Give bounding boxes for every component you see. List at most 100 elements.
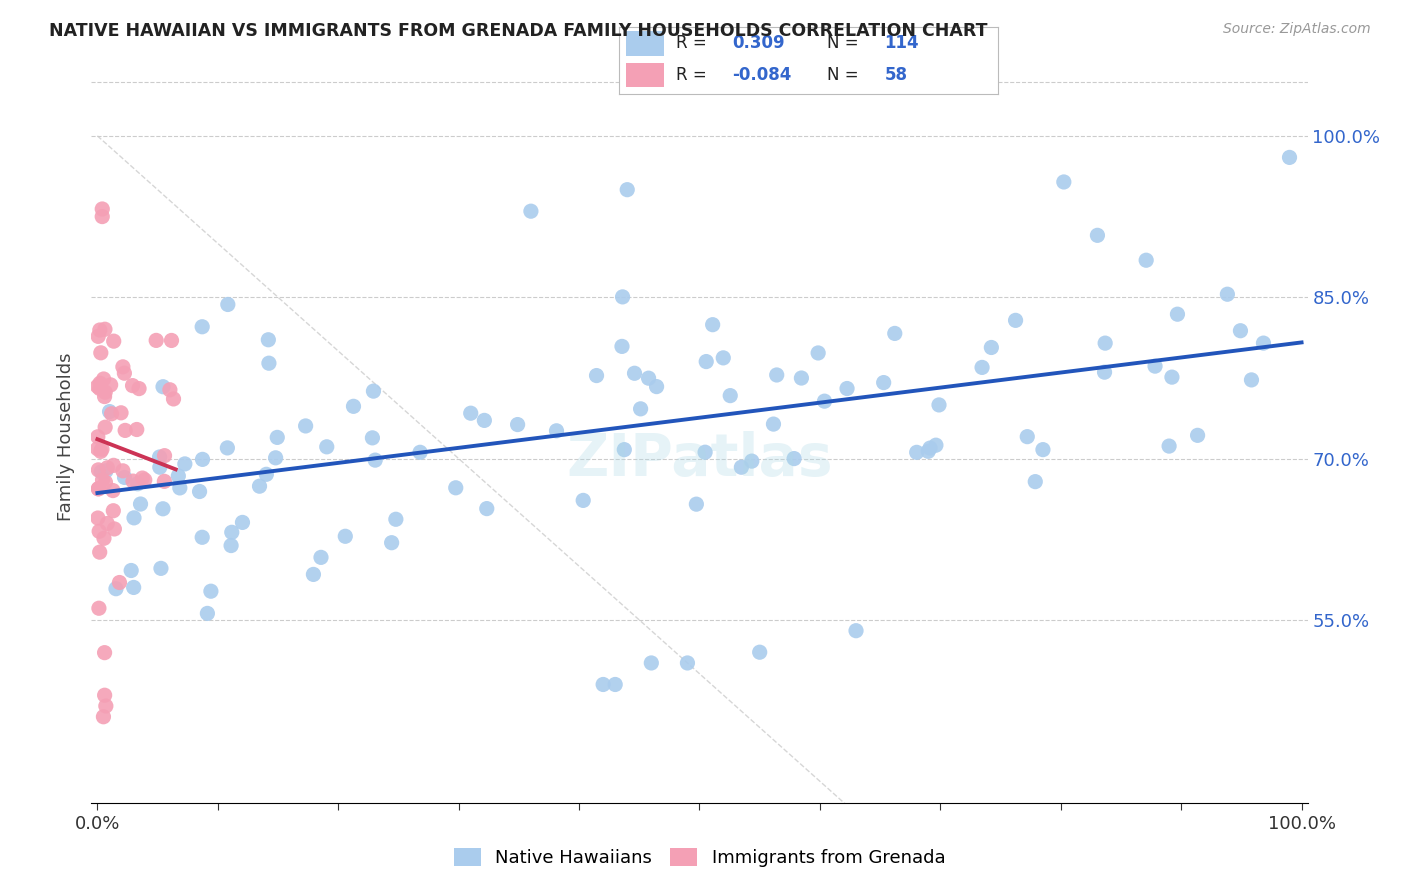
Point [221,525,243,540]
Point [475,501,498,516]
Point [162,392,184,406]
Text: -0.084: -0.084 [733,66,792,84]
Point [613,442,636,457]
Point [217,297,239,311]
Point [309,550,332,565]
Bar [626,31,664,55]
Point [103,458,125,473]
Point [807,346,830,360]
Point [200,584,222,599]
Text: N =: N = [827,66,859,84]
Point [87,463,110,477]
Point [645,379,668,393]
Point [835,382,858,396]
Point [197,607,219,621]
Point [169,481,191,495]
Point [1229,324,1251,338]
Bar [626,63,664,87]
Legend: Native Hawaiians, Immigrants from Grenada: Native Hawaiians, Immigrants from Grenad… [447,840,952,874]
Point [94,385,117,400]
Point [257,356,280,370]
Point [1017,430,1039,444]
Point [585,368,607,383]
Point [409,445,432,459]
Point [104,582,127,596]
Point [94,464,117,478]
Point [1240,373,1263,387]
Text: 114: 114 [884,35,920,53]
Point [153,475,176,489]
Point [100,377,122,392]
Point [188,484,211,499]
Point [93,688,115,702]
Point [506,417,529,432]
Text: 0.309: 0.309 [733,35,785,53]
Point [928,398,950,412]
Point [94,322,117,336]
Point [87,329,110,343]
Point [96,460,118,475]
Point [93,531,115,545]
Point [363,384,385,398]
Point [149,561,172,575]
Point [748,645,770,659]
Point [231,516,253,530]
Point [128,382,150,396]
Point [110,406,132,420]
Point [925,438,948,452]
Point [616,183,638,197]
Point [89,382,111,396]
Point [845,624,868,638]
Point [612,290,634,304]
Point [108,575,131,590]
Point [460,406,482,420]
Point [1135,253,1157,268]
Point [546,424,568,438]
Point [342,400,364,414]
Point [93,710,115,724]
Point [254,467,277,482]
Point [693,445,716,459]
Point [872,376,894,390]
Point [249,479,271,493]
Point [640,656,662,670]
Point [87,511,110,525]
Point [883,326,905,341]
Point [217,441,239,455]
Point [765,368,787,382]
Point [122,511,145,525]
Point [149,460,172,475]
Point [131,471,153,485]
Point [89,376,111,391]
Point [335,529,357,543]
Text: R =: R = [675,66,706,84]
Point [129,497,152,511]
Point [718,389,741,403]
Point [623,366,645,380]
Point [89,323,111,337]
Point [762,417,785,431]
Point [103,334,125,348]
Point [472,413,495,427]
Point [610,339,633,353]
Point [120,564,142,578]
Point [160,334,183,348]
Point [361,431,384,445]
Text: NATIVE HAWAIIAN VS IMMIGRANTS FROM GRENADA FAMILY HOUSEHOLDS CORRELATION CHART: NATIVE HAWAIIAN VS IMMIGRANTS FROM GRENA… [49,22,987,40]
Y-axis label: Family Households: Family Households [58,353,76,521]
Point [676,656,699,670]
Point [1159,439,1181,453]
Point [103,504,125,518]
Point [159,383,181,397]
Point [1144,359,1167,373]
Point [294,419,316,434]
Point [111,464,134,478]
Point [783,451,806,466]
Point [381,535,404,549]
Point [114,424,136,438]
Point [630,401,652,416]
Point [134,473,156,487]
Point [93,372,115,386]
Point [1004,313,1026,327]
Point [127,476,149,491]
